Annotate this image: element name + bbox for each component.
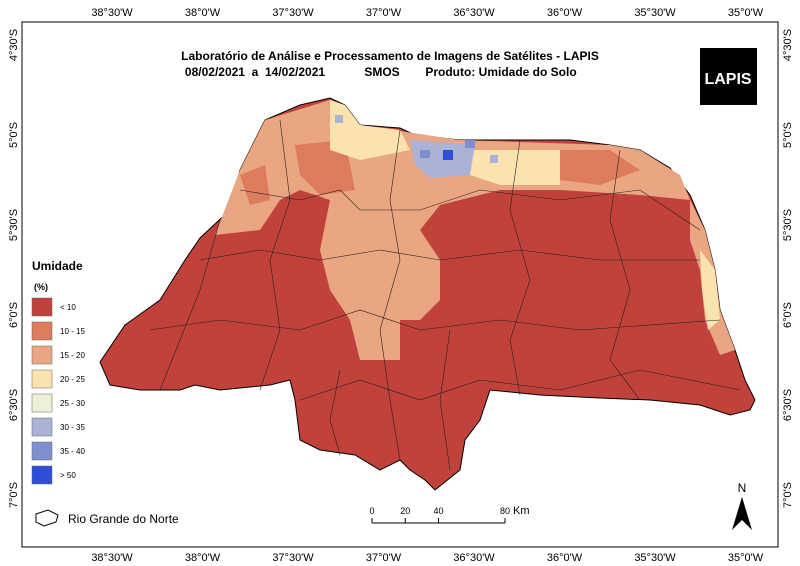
latitude-label: 6°0'S [8,302,20,328]
scale-label: 0 [369,506,374,516]
legend-label: > 50 [60,471,76,480]
legend-label: 20 - 25 [60,375,85,384]
logo-text: LAPIS [704,71,751,88]
longitude-label: 36°0'W [547,552,583,564]
longitude-label: 37°30'W [272,552,314,564]
title: Laboratório de Análise e Processamento d… [181,49,599,63]
latitude-label: 7°0'S [8,482,20,508]
legend-swatch [31,345,53,365]
latitude-label: 5°30'S [8,209,20,241]
legend-swatch [31,441,53,461]
dates: 08/02/2021 a 14/02/2021 [185,65,325,79]
longitude-label: 38°0'W [185,7,221,19]
logo-box [700,48,757,105]
north-arrow [732,497,752,530]
legend-title: Umidade [32,259,83,273]
north-label: N [738,481,747,495]
legend-label: 10 - 15 [60,327,85,336]
longitude-label: 35°0'W [728,552,764,564]
legend-label: < 10 [60,303,76,312]
boundary-icon [35,509,59,527]
sensor: SMOS [364,65,399,79]
latitude-label: 7°0'S [782,482,794,508]
latitude-label: 6°30'S [782,389,794,421]
longitude-label: 36°30'W [453,7,495,19]
longitude-label: 35°30'W [634,7,676,19]
latitude-label: 5°0'S [782,122,794,148]
legend-unit: (%) [34,282,48,292]
scale-unit: Km [513,505,530,517]
legend-swatch [31,321,53,341]
legend-label: 25 - 30 [60,399,85,408]
legend-swatch [31,417,53,437]
state-map [99,97,756,491]
legend-swatch [31,465,53,485]
latitude-label: 5°0'S [8,122,20,148]
legend-label: 30 - 35 [60,423,85,432]
latitude-label: 4°30'S [782,29,794,61]
longitude-label: 37°0'W [366,7,402,19]
legend-swatch [31,393,53,413]
longitude-label: 38°0'W [185,552,221,564]
latitude-label: 5°30'S [782,209,794,241]
scale-label: 20 [400,506,410,516]
longitude-label: 38°30'W [91,552,133,564]
legend-label: 35 - 40 [60,447,85,456]
latitude-label: 4°30'S [8,29,20,61]
latitude-label: 6°0'S [782,302,794,328]
product: Produto: Umidade do Solo [425,65,576,79]
longitude-label: 37°0'W [366,552,402,564]
longitude-label: 36°0'W [547,7,583,19]
legend-label: 15 - 20 [60,351,85,360]
legend-swatch [31,297,53,317]
longitude-label: 36°30'W [453,552,495,564]
latitude-label: 6°30'S [8,389,20,421]
longitude-label: 38°30'W [91,7,133,19]
longitude-label: 35°30'W [634,552,676,564]
longitude-label: 37°30'W [272,7,314,19]
scale-label: 80 [500,506,510,516]
longitude-label: 35°0'W [728,7,764,19]
scale-label: 40 [433,506,443,516]
legend-swatch [31,369,53,389]
boundary-label: Rio Grande do Norte [68,512,179,526]
